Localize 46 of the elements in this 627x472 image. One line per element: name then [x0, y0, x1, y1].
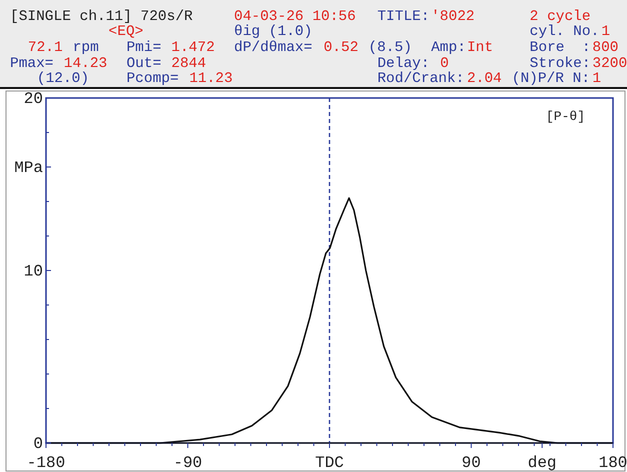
- text: <EQ>: [108, 24, 144, 40]
- text: (12.0): [36, 71, 90, 87]
- text: TITLE:: [377, 9, 430, 25]
- text: 1.472: [171, 40, 215, 56]
- text: 1: [601, 24, 610, 40]
- text: 72.1: [28, 40, 63, 56]
- text: 2 cycle: [530, 9, 591, 25]
- text: 2844: [171, 56, 206, 72]
- x-tick-label: 180: [598, 454, 627, 472]
- text: Bore :: [530, 40, 591, 56]
- y-tick-label: 0: [33, 435, 43, 453]
- text: 14.23: [64, 56, 108, 72]
- text: θig (1.0): [234, 24, 312, 40]
- text: 11.23: [189, 71, 233, 87]
- text: 0.52: [324, 40, 358, 56]
- text: dP/dθmax=: [234, 40, 312, 56]
- text: Pmax=: [10, 56, 54, 72]
- y-tick-label: 20: [24, 90, 43, 108]
- text: Pcomp=: [126, 71, 179, 87]
- text: '8022: [431, 9, 475, 25]
- text: Rod/Crank:: [377, 71, 464, 87]
- text: (N)P/R N:: [512, 71, 590, 87]
- text: 04-03-26 10:56: [234, 9, 356, 25]
- text: rpm: [72, 40, 99, 56]
- text: Pmi=: [126, 40, 162, 56]
- text: 2.04: [466, 71, 502, 87]
- x-tick-label: 90: [462, 454, 481, 472]
- x-tick-label: -90: [173, 454, 202, 472]
- text: Amp:: [431, 40, 466, 56]
- x-tick-label: deg: [528, 454, 557, 472]
- text: 3200: [592, 56, 627, 72]
- text: Delay:: [377, 56, 430, 72]
- x-tick-label: TDC: [315, 454, 344, 472]
- text: (8.5): [368, 40, 412, 56]
- text: Stroke:: [530, 56, 591, 72]
- text: 800: [592, 40, 619, 56]
- x-tick-label: -180: [26, 454, 66, 472]
- text: 1: [592, 71, 602, 87]
- y-tick-label: MPa: [14, 159, 44, 177]
- text: cyl. No.: [530, 24, 600, 40]
- annotation: [P-θ]: [546, 109, 585, 124]
- y-tick-label: 10: [24, 262, 43, 280]
- text: 0: [440, 56, 449, 72]
- text: Out=: [126, 56, 162, 72]
- text: [SINGLE ch.11] 720s/R: [10, 9, 194, 25]
- text: Int: [466, 40, 494, 56]
